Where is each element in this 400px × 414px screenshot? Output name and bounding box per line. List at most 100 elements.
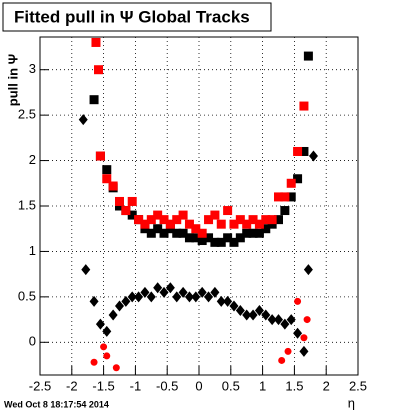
circle-marker bbox=[294, 297, 302, 305]
square-marker bbox=[172, 228, 182, 238]
x-tick-label: -0.5 bbox=[156, 378, 178, 393]
square-marker bbox=[89, 95, 99, 105]
square-marker bbox=[235, 233, 245, 243]
x-axis-label: η bbox=[348, 395, 355, 410]
square-marker bbox=[286, 192, 296, 202]
square-marker bbox=[153, 224, 163, 234]
diamond-marker bbox=[299, 345, 309, 357]
y-tick-label: 1 bbox=[29, 243, 36, 258]
diamond-marker bbox=[204, 291, 214, 303]
square-marker bbox=[210, 210, 220, 220]
square-marker bbox=[127, 196, 137, 206]
y-tick-label: 3 bbox=[29, 61, 36, 76]
diamond-marker bbox=[242, 309, 252, 321]
circle-marker bbox=[112, 364, 120, 372]
x-tick-label: -2.5 bbox=[29, 378, 51, 393]
diamond-marker bbox=[280, 318, 290, 330]
circle-marker bbox=[284, 347, 292, 355]
square-marker bbox=[178, 210, 188, 220]
square-marker bbox=[303, 51, 313, 61]
square-marker bbox=[235, 215, 245, 225]
diamond-marker bbox=[261, 309, 271, 321]
square-marker bbox=[121, 206, 131, 216]
square-marker bbox=[229, 219, 239, 229]
square-marker bbox=[280, 192, 290, 202]
y-tick-label: 2 bbox=[29, 152, 36, 167]
square-marker bbox=[115, 196, 124, 206]
square-marker bbox=[172, 215, 182, 225]
square-marker bbox=[165, 219, 175, 229]
diamond-marker bbox=[159, 286, 169, 298]
square-marker bbox=[91, 37, 101, 47]
square-marker bbox=[293, 146, 303, 156]
diamond-marker bbox=[153, 282, 163, 294]
diamond-marker bbox=[102, 325, 112, 337]
diamond-marker bbox=[197, 286, 207, 298]
square-marker bbox=[102, 174, 112, 184]
diamond-marker bbox=[308, 150, 318, 162]
square-marker bbox=[299, 101, 309, 111]
square-marker bbox=[184, 219, 194, 229]
diamond-marker bbox=[146, 291, 156, 303]
square-marker bbox=[274, 192, 283, 202]
diamond-marker bbox=[127, 291, 137, 303]
square-marker bbox=[184, 233, 194, 243]
x-tick-label: 2 bbox=[323, 378, 330, 393]
square-marker bbox=[267, 219, 277, 229]
circle-marker bbox=[90, 358, 98, 366]
square-marker bbox=[146, 215, 156, 225]
chart-title: Fitted pull in Ψ Global Tracks bbox=[14, 7, 250, 26]
title-box bbox=[2, 2, 272, 32]
diamond-marker bbox=[121, 295, 131, 307]
x-tick-label: -2 bbox=[66, 378, 78, 393]
square-marker bbox=[254, 228, 264, 238]
square-marker bbox=[274, 215, 283, 225]
diamond-marker bbox=[229, 300, 239, 312]
diamond-marker bbox=[248, 309, 258, 321]
circle-marker bbox=[278, 356, 286, 364]
circle-marker bbox=[300, 334, 308, 342]
x-tick-label: 1 bbox=[259, 378, 266, 393]
square-marker bbox=[159, 228, 169, 238]
square-marker bbox=[223, 206, 233, 216]
diamond-marker bbox=[303, 264, 313, 276]
square-marker bbox=[197, 228, 207, 238]
square-marker bbox=[127, 210, 137, 220]
square-marker bbox=[191, 233, 201, 243]
square-marker bbox=[140, 219, 150, 229]
square-marker bbox=[153, 210, 163, 220]
diamond-marker bbox=[172, 291, 182, 303]
x-tick-label: 0 bbox=[195, 378, 202, 393]
square-marker bbox=[261, 224, 271, 234]
square-marker bbox=[140, 224, 150, 234]
square-marker bbox=[102, 165, 112, 175]
diamond-marker bbox=[235, 304, 245, 316]
diamond-marker bbox=[286, 314, 296, 326]
diamond-marker bbox=[254, 304, 264, 316]
square-marker bbox=[280, 206, 290, 216]
diamond-marker bbox=[210, 286, 220, 298]
square-marker bbox=[286, 178, 296, 188]
x-tick-label: -1 bbox=[130, 378, 142, 393]
y-tick-label: 0.5 bbox=[18, 288, 36, 303]
diamond-marker bbox=[95, 318, 105, 330]
diamond-marker bbox=[89, 295, 99, 307]
diamond-marker bbox=[191, 291, 201, 303]
square-marker bbox=[210, 237, 220, 247]
square-marker bbox=[267, 215, 277, 225]
diamond-marker bbox=[184, 291, 194, 303]
square-marker bbox=[299, 146, 309, 156]
square-marker bbox=[159, 215, 169, 225]
diamond-marker bbox=[81, 264, 91, 276]
diamond-marker bbox=[216, 295, 226, 307]
square-marker bbox=[108, 181, 118, 191]
x-tick-label: 2.5 bbox=[349, 378, 367, 393]
diamond-marker bbox=[223, 295, 233, 307]
square-marker bbox=[216, 237, 226, 247]
diamond-marker bbox=[115, 300, 124, 312]
y-tick-label: 0 bbox=[29, 334, 36, 349]
diamond-marker bbox=[108, 309, 118, 321]
footer: Wed Oct 8 18:17:54 2014 bbox=[4, 399, 109, 409]
circle-marker bbox=[103, 352, 111, 360]
